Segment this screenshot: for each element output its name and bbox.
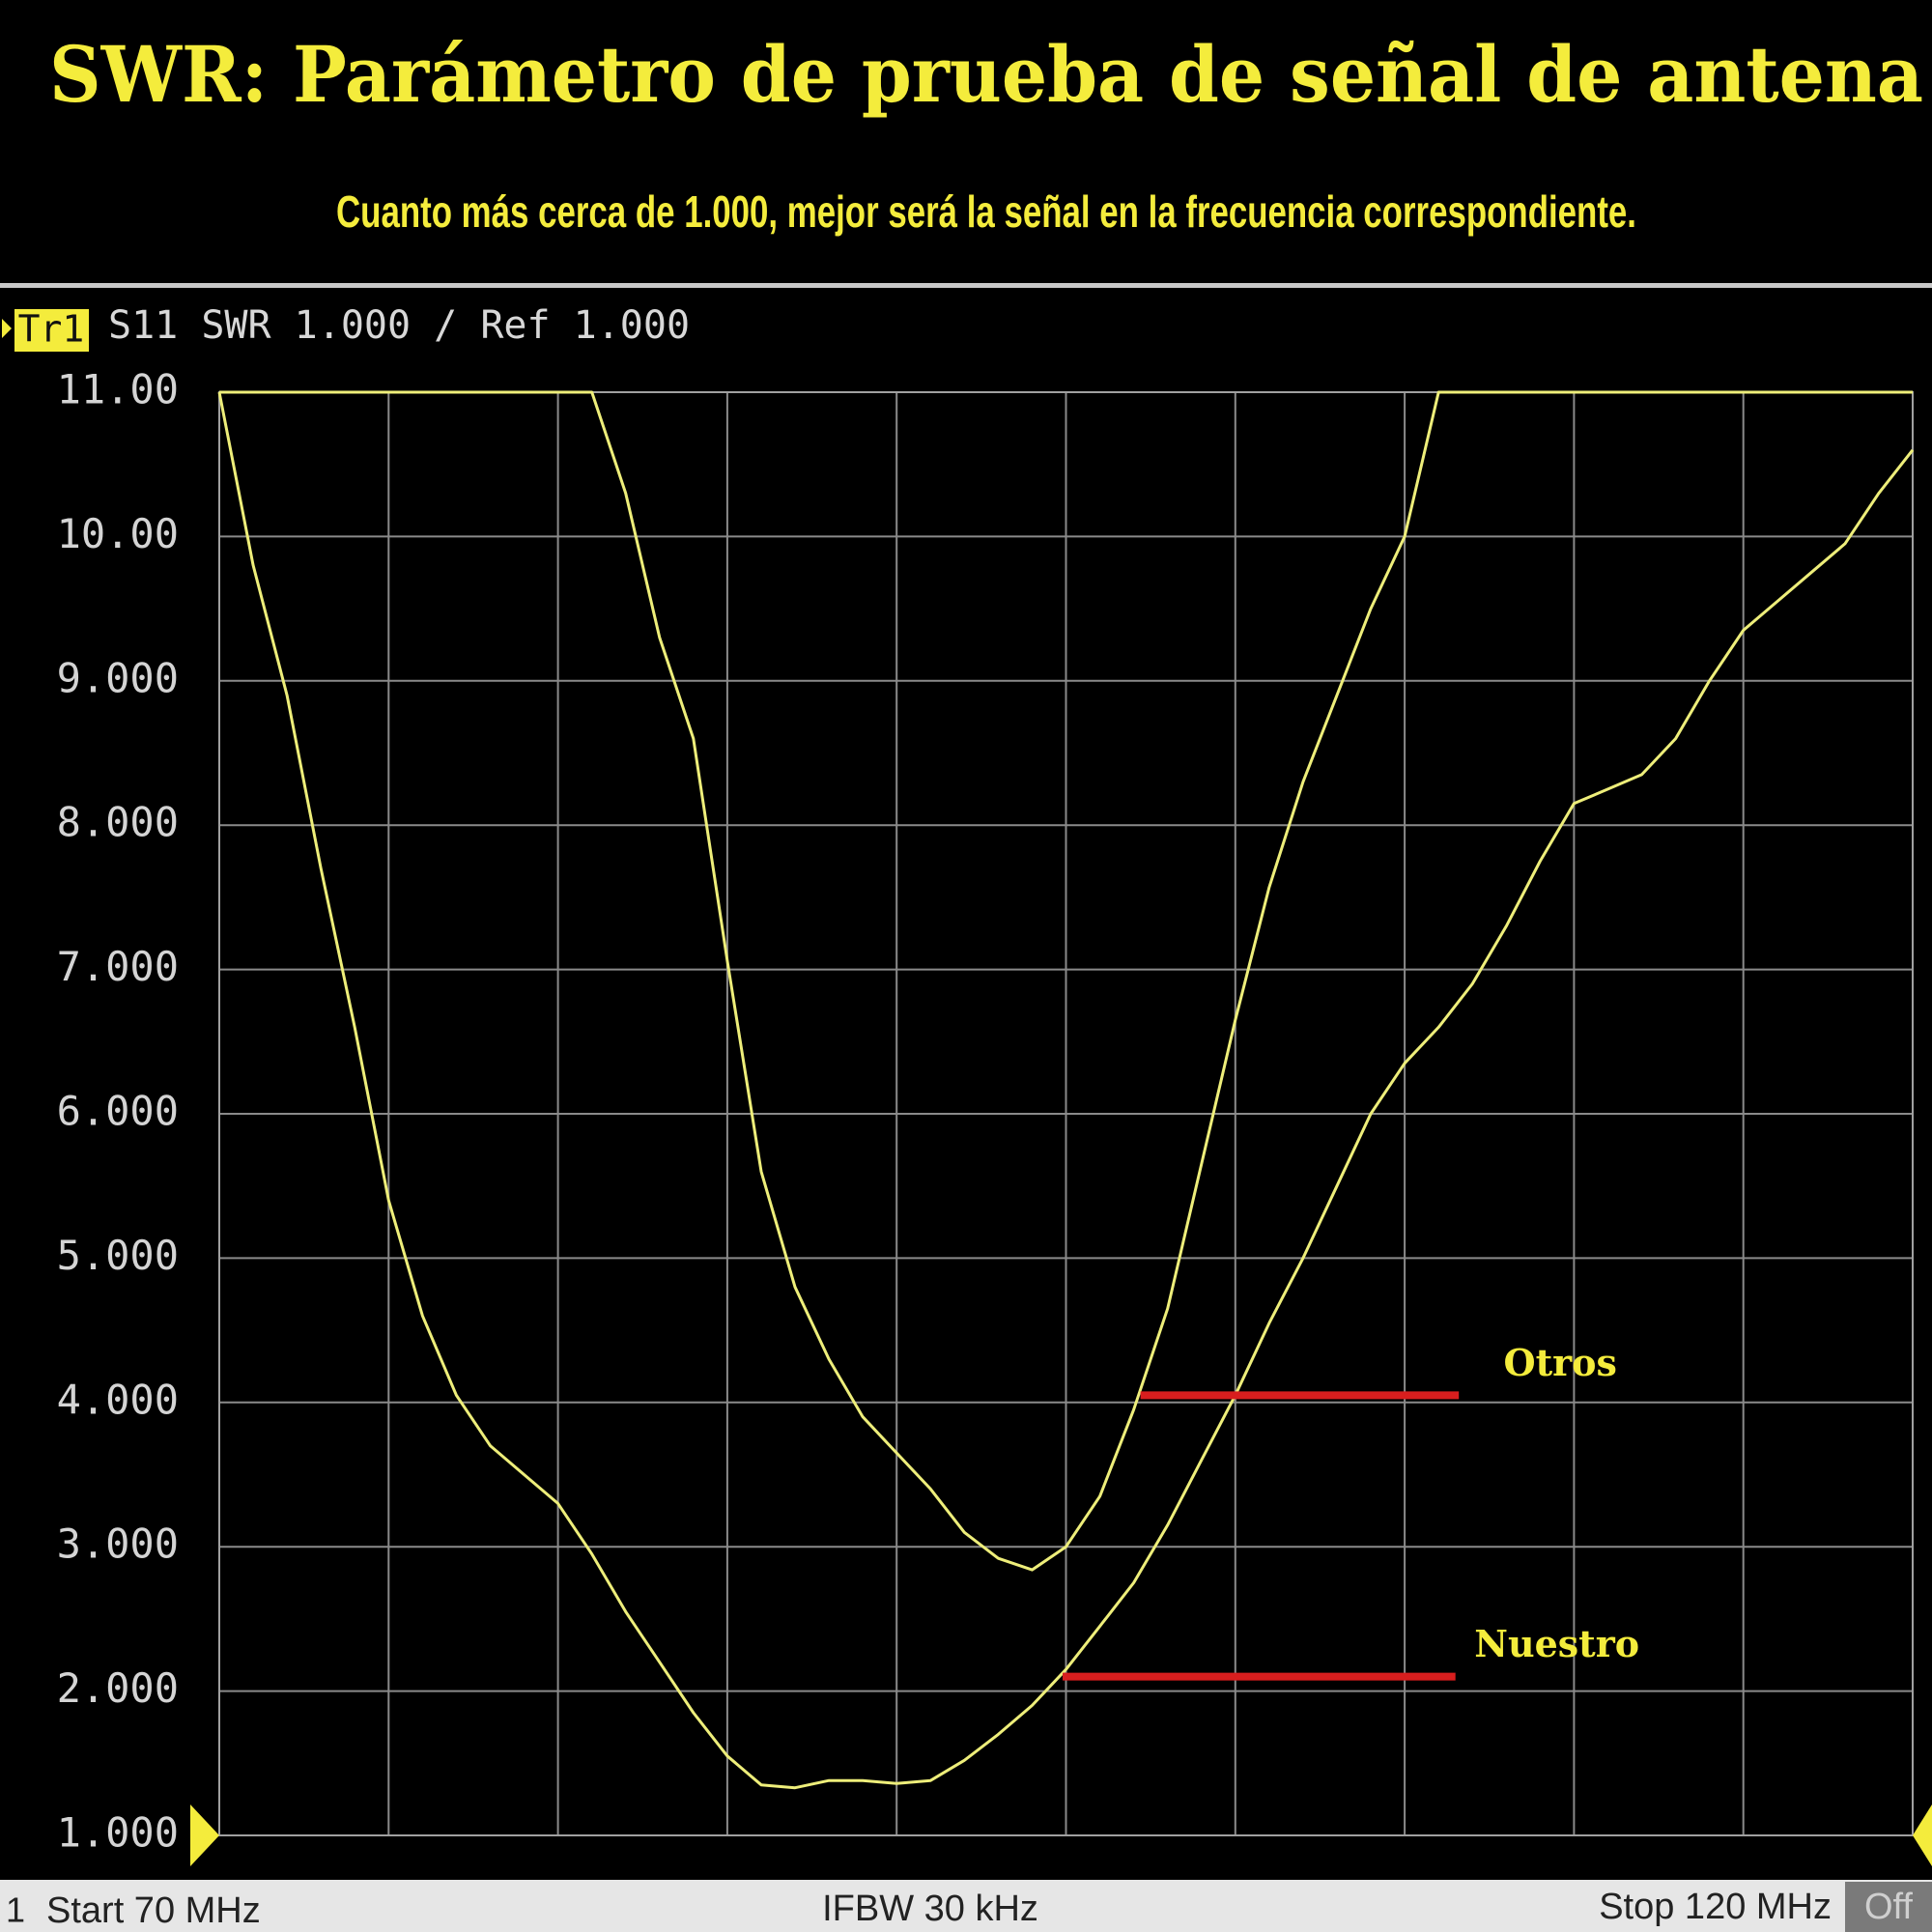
y-tick-label: 1.000: [57, 1809, 179, 1857]
chart-title: SWR: Parámetro de prueba de señal de ant…: [49, 29, 1923, 120]
trace-badge: [14, 309, 89, 352]
status-bar: [0, 1880, 1932, 1932]
y-tick-label: 2.000: [57, 1664, 179, 1712]
swr-curve: [219, 390, 1913, 1572]
y-tick-label: 10.00: [57, 510, 179, 557]
y-tick-label: 5.000: [57, 1232, 179, 1279]
off-label: Off: [1864, 1887, 1913, 1927]
y-tick-label: 8.000: [57, 799, 179, 846]
plot-area: 11.00 10.00 9.000 8.000 7.000 6.000 5.000 4.000…: [57, 366, 1932, 1866]
trace-info: S11 SWR 1.000 / Ref 1.000: [108, 303, 690, 348]
annotation-label: Nuestro: [1474, 1622, 1639, 1665]
swr-curve: [217, 391, 1915, 1790]
trace-pointer: [2, 319, 12, 338]
start-label: Start 70 MHz: [46, 1890, 261, 1931]
ifbw-label: IFBW 30 kHz: [822, 1889, 1038, 1929]
trace-label: Tr1: [18, 308, 85, 351]
channel-label: 1: [6, 1890, 25, 1930]
off-box: [1845, 1882, 1932, 1932]
y-tick-label: 3.000: [57, 1520, 179, 1568]
stop-label: Stop 120 MHz: [1599, 1887, 1832, 1927]
separator: [0, 283, 1932, 288]
reference-marker: [190, 1804, 219, 1866]
chart-subtitle: Cuanto más cerca de 1.000, mejor será la…: [336, 186, 1636, 237]
y-tick-label: 9.000: [57, 654, 179, 701]
reference-marker: [1913, 1804, 1932, 1866]
y-tick-label: 7.000: [57, 943, 179, 990]
y-tick-label: 4.000: [57, 1376, 179, 1423]
plot-border: [218, 391, 1914, 1836]
annotation-label: Otros: [1503, 1341, 1616, 1384]
y-tick-label: 11.00: [57, 366, 179, 413]
y-tick-label: 6.000: [57, 1088, 179, 1135]
